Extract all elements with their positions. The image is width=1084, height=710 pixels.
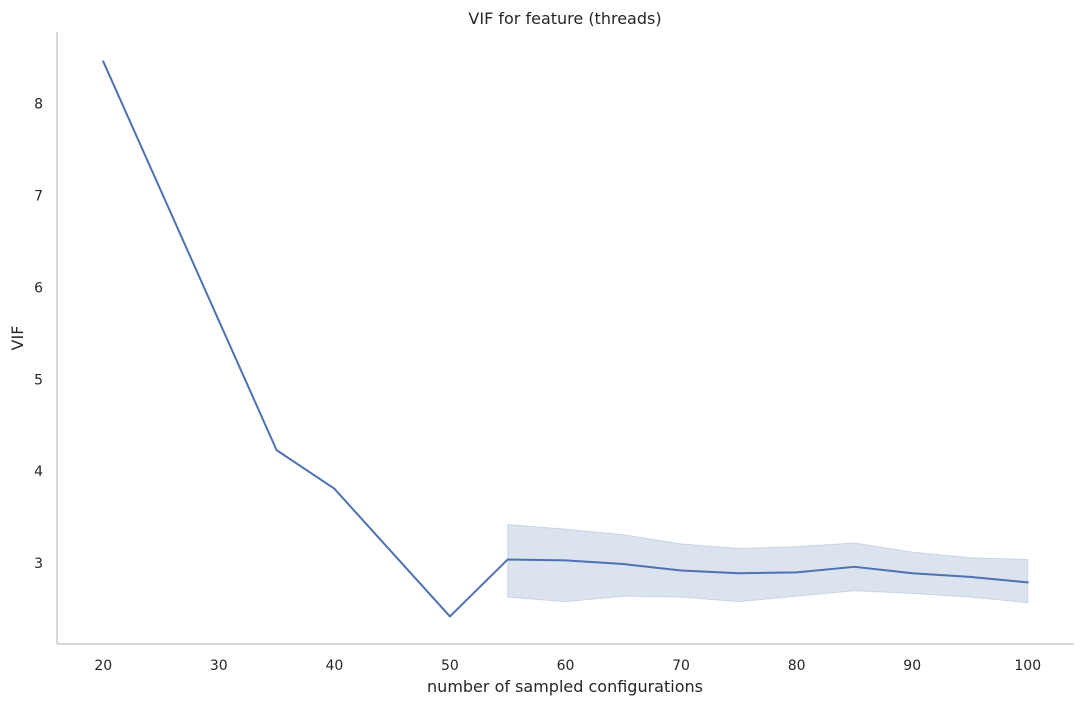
x-tick-label: 30: [210, 658, 228, 674]
y-axis-label: VIF: [8, 326, 27, 351]
x-tick-label: 80: [788, 658, 806, 674]
x-tick-label: 50: [441, 658, 459, 674]
confidence-band: [507, 523, 1029, 604]
y-tick-labels: 3 4 5 6 7 8: [34, 97, 43, 572]
y-tick-label: 3: [34, 556, 43, 572]
confidence-band-layer: [507, 523, 1029, 604]
x-tick-label: 60: [557, 658, 575, 674]
y-tick-label: 8: [34, 97, 43, 113]
x-tick-label: 100: [1014, 658, 1041, 674]
y-tick-label: 6: [34, 280, 43, 296]
series-line-layer: [102, 60, 1029, 618]
y-tick-label: 7: [34, 189, 43, 205]
x-tick-label: 90: [903, 658, 921, 674]
x-tick-label: 40: [325, 658, 343, 674]
y-tick-label: 5: [34, 372, 43, 388]
x-tick-labels: 20 30 40 50 60 70 80 90 100: [94, 658, 1041, 674]
series-line: [102, 60, 1029, 618]
x-tick-label: 70: [672, 658, 690, 674]
x-tick-label: 20: [94, 658, 112, 674]
chart-title: VIF for feature (threads): [468, 9, 661, 28]
y-tick-label: 4: [34, 464, 43, 480]
x-axis-label: number of sampled configurations: [427, 677, 703, 696]
